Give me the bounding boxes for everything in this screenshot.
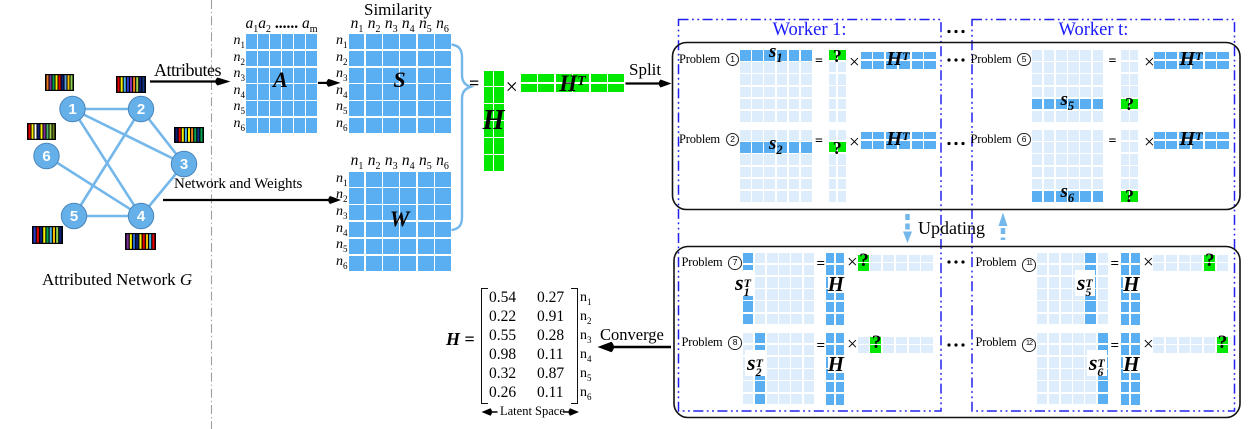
svg-text:5: 5 (70, 208, 78, 225)
svg-text:6: 6 (42, 148, 50, 165)
svg-text:3: 3 (180, 156, 188, 173)
svg-text:2: 2 (137, 101, 145, 118)
svg-text:4: 4 (137, 208, 146, 225)
svg-text:1: 1 (68, 101, 76, 118)
